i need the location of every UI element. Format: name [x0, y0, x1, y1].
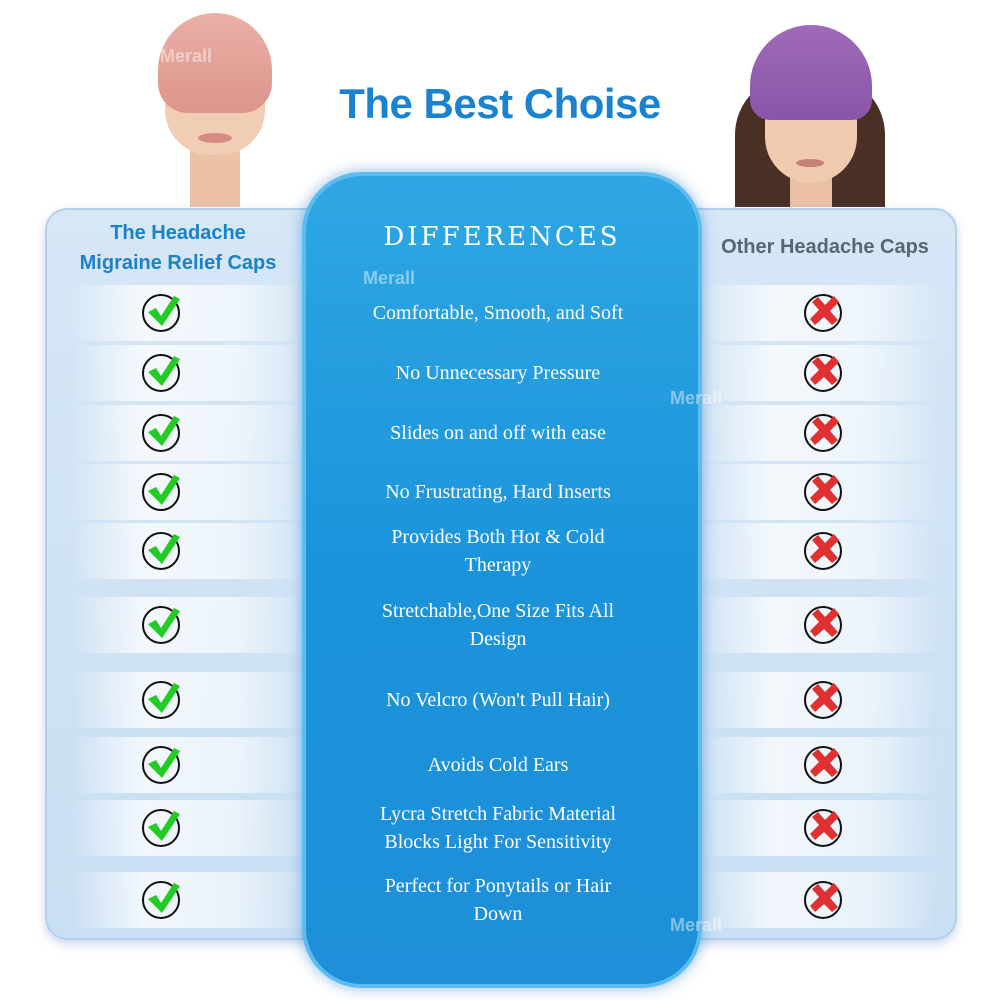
check-icon	[142, 881, 180, 919]
right-column-heading: Other Headache Caps	[721, 236, 929, 258]
feature-line: Perfect for Ponytails or Hair	[384, 875, 612, 897]
watermark: Merall	[363, 268, 416, 288]
row-band	[70, 800, 310, 856]
feature-label: Lycra Stretch Fabric Material Blocks Ligh…	[320, 800, 676, 856]
feature-line: Design	[469, 628, 527, 650]
feature-label: No Velcro (Won't Pull Hair)	[320, 686, 676, 714]
check-icon	[142, 354, 180, 392]
cross-icon	[804, 681, 842, 719]
row-band	[70, 737, 310, 793]
feature-line: No Frustrating, Hard Inserts	[385, 481, 611, 503]
feature-label: No Frustrating, Hard Inserts	[320, 478, 676, 506]
feature-line: Slides on and off with ease	[390, 422, 606, 444]
product-model-photo-pink-cap	[140, 5, 290, 207]
feature-label: Stretchable,One Size Fits All Design	[320, 597, 676, 653]
cross-icon	[804, 809, 842, 847]
check-icon	[142, 681, 180, 719]
check-icon	[142, 294, 180, 332]
feature-line: Lycra Stretch Fabric Material	[379, 803, 616, 825]
row-band	[70, 872, 310, 928]
feature-label: Provides Both Hot & Cold Therapy	[320, 523, 676, 579]
feature-line: Provides Both Hot & Cold	[391, 526, 605, 548]
feature-label: Slides on and off with ease	[320, 419, 676, 447]
cross-icon	[804, 354, 842, 392]
row-band	[70, 672, 310, 728]
competitor-model-photo-purple-cap	[730, 25, 890, 207]
feature-line: No Unnecessary Pressure	[395, 362, 601, 384]
row-band	[70, 345, 310, 401]
cross-icon	[804, 532, 842, 570]
row-band	[70, 523, 310, 579]
feature-line: Stretchable,One Size Fits All	[381, 600, 615, 622]
check-icon	[142, 532, 180, 570]
check-icon	[142, 809, 180, 847]
check-icon	[142, 473, 180, 511]
feature-line: Blocks Light For Sensitivity	[384, 831, 612, 853]
cross-icon	[804, 414, 842, 452]
check-icon	[142, 414, 180, 452]
watermark: Merall	[670, 915, 723, 935]
left-heading-line2: Migraine Relief Caps	[79, 252, 277, 274]
feature-line: Therapy	[464, 554, 532, 576]
watermark: Merall	[670, 388, 723, 408]
check-icon	[142, 746, 180, 784]
row-band	[70, 597, 310, 653]
cross-icon	[804, 881, 842, 919]
check-icon	[142, 606, 180, 644]
row-band	[70, 285, 310, 341]
differences-panel	[302, 172, 702, 988]
feature-label: Perfect for Ponytails or Hair Down	[320, 872, 676, 928]
left-heading-line1: The Headache	[110, 222, 246, 244]
feature-label: Comfortable, Smooth, and Soft	[320, 299, 676, 327]
cross-icon	[804, 606, 842, 644]
watermark: Merall	[160, 46, 213, 66]
cross-icon	[804, 294, 842, 332]
cross-icon	[804, 473, 842, 511]
row-band	[70, 464, 310, 520]
feature-line: Down	[473, 903, 523, 925]
feature-line: No Velcro (Won't Pull Hair)	[386, 689, 610, 711]
cross-icon	[804, 746, 842, 784]
feature-line: Comfortable, Smooth, and Soft	[372, 302, 624, 324]
page-title: The Best Choise	[339, 80, 661, 127]
feature-line: Avoids Cold Ears	[427, 754, 569, 776]
feature-label: No Unnecessary Pressure	[320, 359, 676, 387]
feature-label: Avoids Cold Ears	[320, 751, 676, 779]
differences-heading: DIFFERENCES	[383, 222, 621, 252]
row-band	[70, 405, 310, 461]
left-column-heading: The Headache Migraine Relief Caps	[48, 218, 308, 278]
